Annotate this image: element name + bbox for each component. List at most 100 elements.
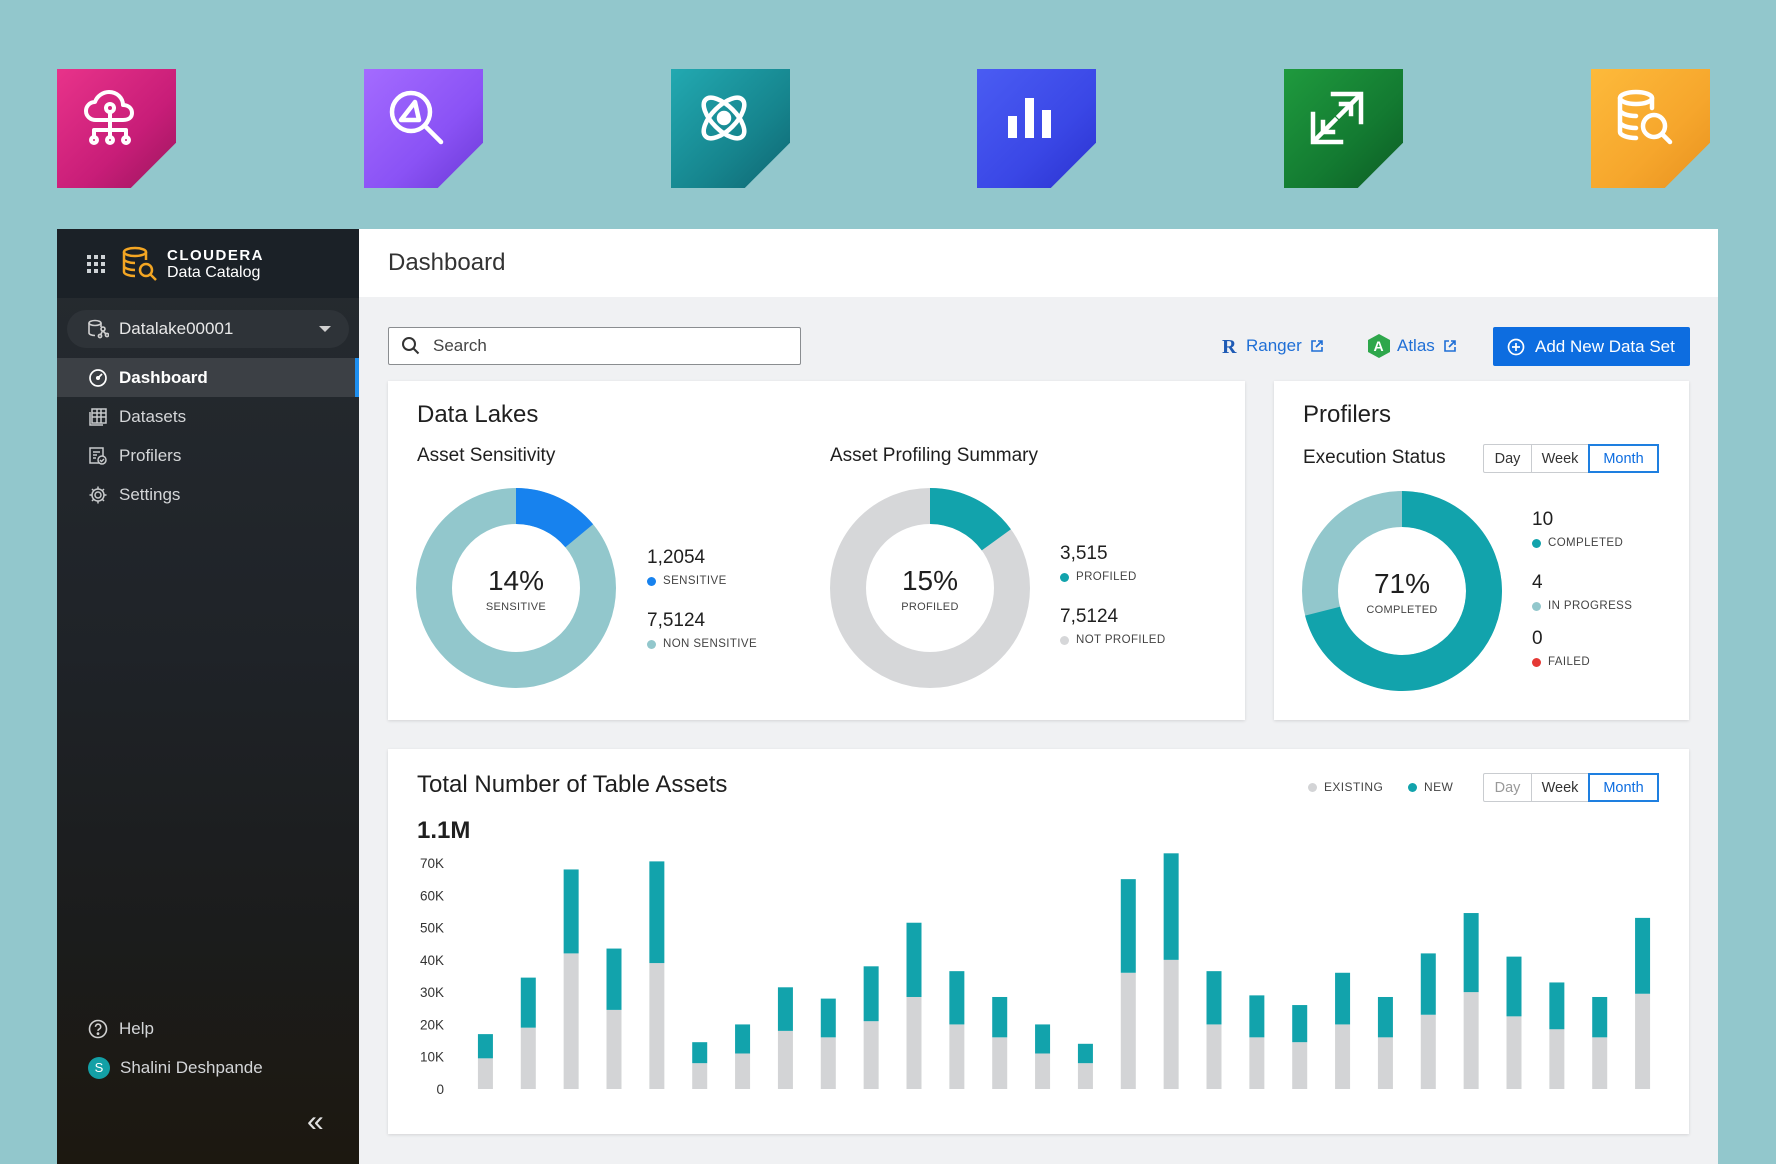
sidebar-item-settings[interactable]: Settings <box>57 475 359 514</box>
ranger-link[interactable]: R Ranger <box>1222 327 1330 365</box>
legend-dot <box>1060 635 1069 645</box>
tile-expand-arrows[interactable] <box>1284 69 1403 188</box>
asset-profiling-title: Asset Profiling Summary <box>830 445 1039 466</box>
help-link[interactable]: Help <box>57 1009 359 1048</box>
sidebar-item-datasets[interactable]: Datasets <box>57 397 359 436</box>
bar-existing[interactable] <box>692 1063 708 1089</box>
table-assets-bar-chart: 0 10K 20K 30K 40K 50K 60K 70K <box>420 853 1651 1097</box>
tile-cloud-network[interactable] <box>57 69 176 188</box>
bar-new[interactable] <box>520 977 536 1028</box>
legend-dot <box>647 576 656 586</box>
bar-existing[interactable] <box>1635 993 1651 1089</box>
profiled-stat: 3,515 PROFILED <box>1060 543 1137 583</box>
search-analytics-icon <box>389 90 443 144</box>
bar-new[interactable] <box>820 998 836 1038</box>
profiling-ring-value <box>830 488 1030 688</box>
bar-new[interactable] <box>992 996 1008 1038</box>
bar-new[interactable] <box>1077 1043 1093 1064</box>
sidebar-item-dashboard[interactable]: Dashboard <box>57 358 359 397</box>
bar-new[interactable] <box>735 1024 751 1054</box>
bar-existing[interactable] <box>1549 1029 1565 1089</box>
bar-new[interactable] <box>1120 879 1136 973</box>
bar-new[interactable] <box>1163 853 1179 960</box>
bar-new[interactable] <box>863 966 879 1022</box>
tile-database-search[interactable] <box>1591 69 1710 188</box>
tile-search-analytics[interactable] <box>364 69 483 188</box>
bar-existing[interactable] <box>1292 1042 1308 1089</box>
bar-new[interactable] <box>1549 982 1565 1030</box>
completed-stat: 10 COMPLETED <box>1532 509 1623 549</box>
bar-existing[interactable] <box>906 996 922 1089</box>
bar-new[interactable] <box>606 948 622 1010</box>
failed-stat: 0 FAILED <box>1532 628 1590 668</box>
profilers-title: Profilers <box>1303 401 1392 428</box>
user-name: Shalini Deshpande <box>120 1057 263 1077</box>
sensitivity-center: 14% SENSITIVE <box>466 565 566 613</box>
bar-existing[interactable] <box>992 1037 1008 1089</box>
bar-new[interactable] <box>1335 972 1351 1025</box>
bar-new[interactable] <box>1035 1024 1051 1054</box>
period-month[interactable]: Month <box>1588 444 1659 473</box>
non-sensitive-count: 7,5124 <box>647 610 706 631</box>
bar-existing[interactable] <box>649 963 665 1089</box>
bar-existing[interactable] <box>563 953 579 1089</box>
bar-new[interactable] <box>949 971 965 1025</box>
bar-existing[interactable] <box>1077 1063 1093 1089</box>
table-assets-title: Total Number of Table Assets <box>417 771 728 798</box>
tile-atom[interactable] <box>671 69 790 188</box>
bar-new[interactable] <box>1292 1005 1308 1043</box>
atlas-link[interactable]: A Atlas <box>1367 327 1463 365</box>
bar-existing[interactable] <box>1206 1024 1222 1089</box>
period-day[interactable]: Day <box>1484 774 1532 801</box>
bar-existing[interactable] <box>1120 972 1136 1089</box>
period-day[interactable]: Day <box>1484 445 1532 472</box>
bar-new[interactable] <box>1506 956 1522 1017</box>
bar-existing[interactable] <box>863 1021 879 1089</box>
bar-existing[interactable] <box>1463 992 1479 1089</box>
page-title: Dashboard <box>388 249 506 276</box>
bar-existing[interactable] <box>606 1009 622 1089</box>
bar-existing[interactable] <box>1420 1014 1436 1089</box>
datalake-selector[interactable]: Datalake00001 <box>67 310 349 348</box>
bar-new[interactable] <box>1635 917 1651 994</box>
bar-existing[interactable] <box>520 1027 536 1089</box>
external-link-icon <box>1310 340 1323 352</box>
bar-existing[interactable] <box>1249 1037 1265 1089</box>
period-month[interactable]: Month <box>1588 773 1659 802</box>
collapse-sidebar-button[interactable]: « <box>307 1105 324 1138</box>
bar-new[interactable] <box>692 1042 708 1064</box>
bar-existing[interactable] <box>820 1037 836 1089</box>
legend-existing-label: EXISTING <box>1324 780 1384 794</box>
app-grid-icon[interactable] <box>87 254 105 273</box>
bar-existing[interactable] <box>1377 1037 1393 1089</box>
bar-existing[interactable] <box>1035 1053 1051 1089</box>
bar-new[interactable] <box>1206 971 1222 1025</box>
sidebar-item-profilers[interactable]: Profilers <box>57 436 359 475</box>
legend-dot <box>647 639 656 649</box>
bar-existing[interactable] <box>1592 1037 1608 1089</box>
tile-bar-chart[interactable] <box>977 69 1096 188</box>
bar-new[interactable] <box>477 1034 493 1059</box>
bar-existing[interactable] <box>477 1058 493 1089</box>
bar-existing[interactable] <box>1335 1024 1351 1089</box>
bar-existing[interactable] <box>1163 959 1179 1089</box>
bar-new[interactable] <box>777 987 793 1031</box>
search-input[interactable] <box>433 336 783 356</box>
bar-new[interactable] <box>1592 996 1608 1038</box>
bar-existing[interactable] <box>735 1053 751 1089</box>
bar-existing[interactable] <box>1506 1016 1522 1089</box>
bar-new[interactable] <box>1249 995 1265 1038</box>
bar-new[interactable] <box>1463 913 1479 993</box>
asset-sensitivity-title: Asset Sensitivity <box>417 445 556 466</box>
profiled-label: PROFILED <box>1076 571 1137 583</box>
add-new-data-set-button[interactable]: Add New Data Set <box>1493 327 1690 366</box>
period-week[interactable]: Week <box>1532 445 1589 472</box>
bar-new[interactable] <box>906 922 922 997</box>
bar-new[interactable] <box>563 869 579 954</box>
bar-new[interactable] <box>1377 996 1393 1038</box>
bar-existing[interactable] <box>777 1030 793 1089</box>
bar-new[interactable] <box>1420 953 1436 1015</box>
bar-new[interactable] <box>649 861 665 964</box>
bar-existing[interactable] <box>949 1024 965 1089</box>
user-profile[interactable]: S Shalini Deshpande <box>57 1048 359 1087</box>
